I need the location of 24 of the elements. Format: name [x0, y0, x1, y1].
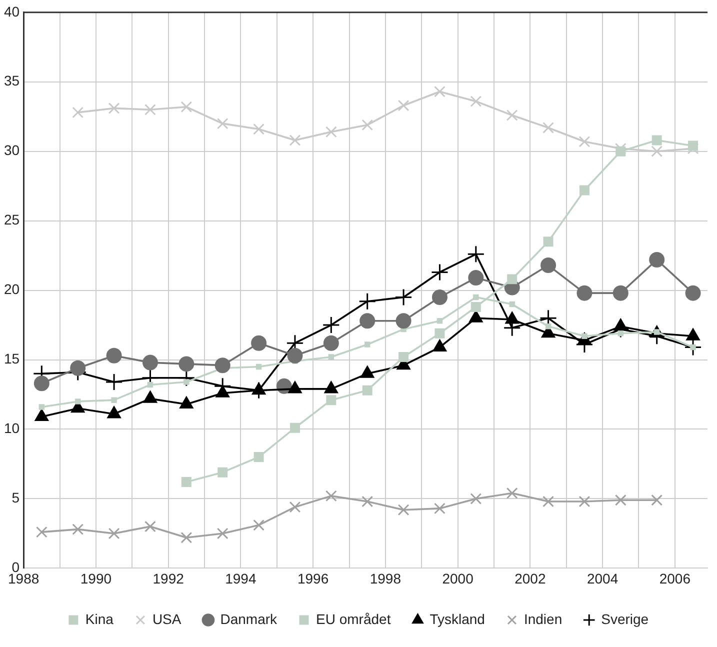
x-tick-label: 1992 [152, 570, 184, 586]
legend-label: Tyskland [430, 610, 485, 627]
x-tick-label: 2000 [442, 570, 474, 586]
legend-label: Sverige [601, 610, 649, 627]
y-tick-label: 20 [4, 281, 20, 298]
legend-label: USA [152, 610, 182, 627]
x-tick-label: 2006 [659, 570, 691, 586]
legend-label: Kina [85, 610, 114, 627]
y-tick-label: 40 [4, 3, 20, 20]
y-tick-label: 30 [4, 142, 20, 158]
x-tick-label: 2004 [586, 570, 618, 586]
legend-label: EU området [316, 610, 391, 627]
legend-label: Danmark [220, 610, 278, 627]
y-tick-label: 5 [12, 490, 20, 506]
x-tick-label: 1996 [297, 570, 329, 586]
x-tick-label: 2002 [514, 570, 546, 586]
y-tick-label: 25 [4, 212, 20, 228]
x-tick-label: 1990 [80, 570, 112, 586]
y-tick-label: 15 [4, 350, 20, 367]
y-tick-label: 10 [4, 420, 20, 436]
y-tick-label: 35 [4, 72, 20, 89]
x-tick-label: 1998 [370, 570, 402, 586]
legend-label: Indien [524, 610, 562, 627]
x-tick-label: 1994 [225, 570, 256, 586]
